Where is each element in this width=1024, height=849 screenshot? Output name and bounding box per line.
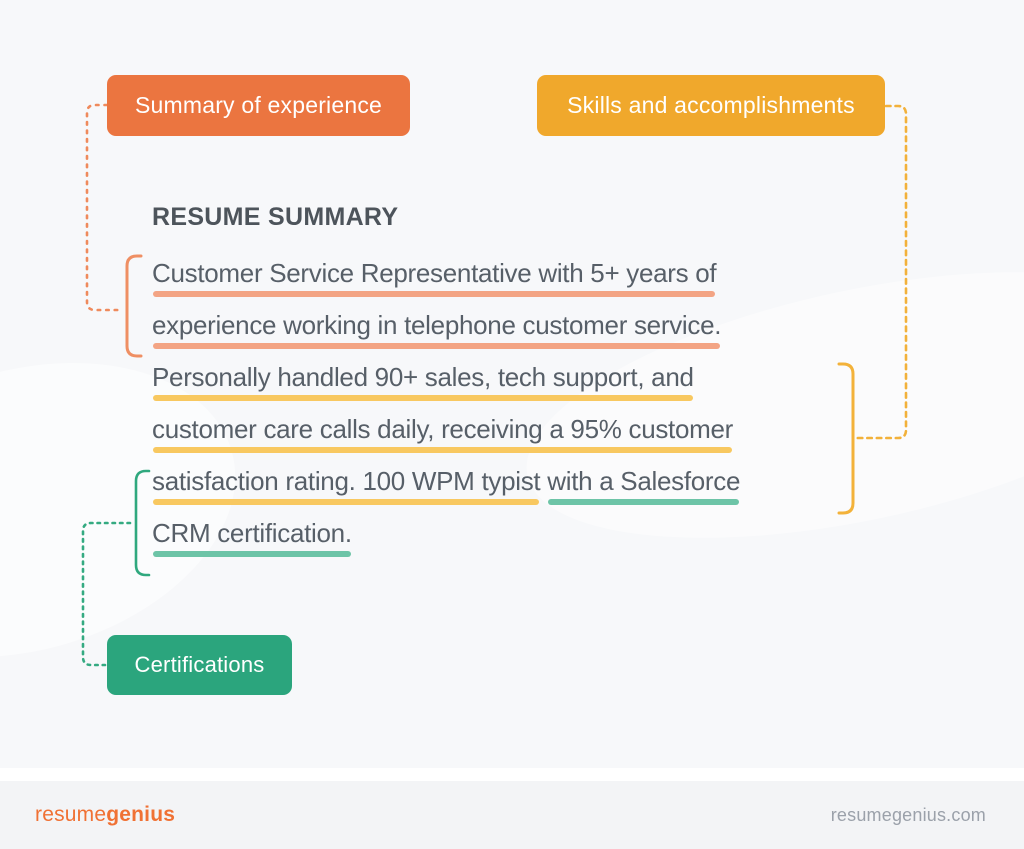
summary-text-segment: experience working in telephone customer… [152,310,722,349]
summary-line: Customer Service Representative with 5+ … [152,247,852,299]
summary-line: CRM certification. [152,507,852,559]
summary-text-segment: Personally handled 90+ sales, tech suppo… [152,362,694,401]
footer-website-text: resumegenius.com [830,804,986,825]
summary-text-segment: satisfaction rating. 100 WPM typist [152,466,541,505]
footer: resumegenius resumegenius.com [0,781,1024,849]
summary-line: experience working in telephone customer… [152,299,852,351]
summary-line: Personally handled 90+ sales, tech suppo… [152,351,852,403]
summary-bracket [125,254,143,358]
skills-and-accomplishments-label: Skills and accomplishments [537,75,885,136]
background-wave-band [0,768,1024,781]
summary-text-segment: with a Salesforce [547,466,741,505]
resume-summary-heading: RESUME SUMMARY [152,203,399,231]
resume-summary-text: Customer Service Representative with 5+ … [152,247,852,559]
logo-bold-part: genius [106,803,176,826]
resumegenius-logo: resumegenius [35,803,175,827]
summary-of-experience-label: Summary of experience [107,75,410,136]
summary-text-segment: CRM certification. [152,518,352,557]
summary-text-segment: customer care calls daily, receiving a 9… [152,414,734,453]
summary-text-segment: Customer Service Representative with 5+ … [152,258,717,297]
certifications-label: Certifications [107,635,292,695]
summary-line: satisfaction rating. 100 WPM typist with… [152,455,852,507]
summary-line: customer care calls daily, receiving a 9… [152,403,852,455]
logo-regular-part: resume [35,803,107,826]
